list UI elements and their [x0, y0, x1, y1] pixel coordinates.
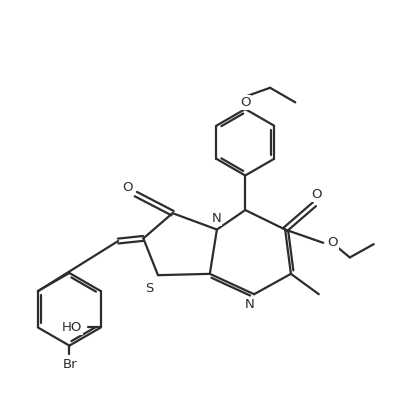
Text: Br: Br: [63, 358, 78, 371]
Text: S: S: [145, 282, 153, 295]
Text: N: N: [212, 212, 222, 225]
Text: O: O: [311, 188, 322, 201]
Text: N: N: [245, 298, 254, 311]
Text: O: O: [123, 181, 133, 194]
Text: O: O: [328, 236, 338, 249]
Text: HO: HO: [62, 321, 82, 334]
Text: O: O: [240, 96, 250, 109]
